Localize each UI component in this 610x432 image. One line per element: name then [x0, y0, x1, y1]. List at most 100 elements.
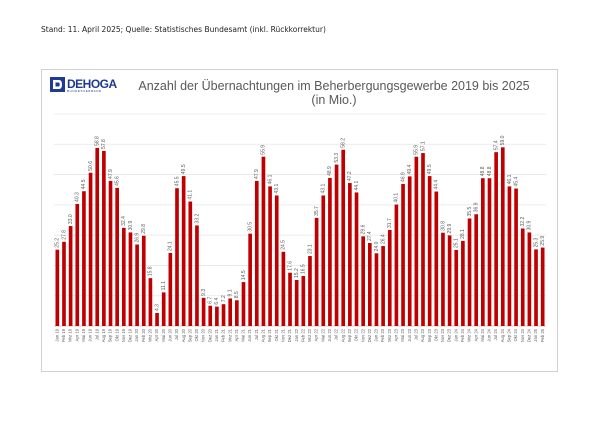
data-label: 43.1 — [321, 184, 327, 194]
data-label: 16.5 — [301, 264, 307, 274]
data-label: 26.9 — [134, 233, 140, 243]
data-label: 44.5 — [81, 179, 87, 189]
x-tick-label: Nov 20 — [201, 328, 206, 342]
x-tick-label: Feb 25 — [540, 328, 545, 342]
x-tick-label: Aug 23 — [420, 328, 425, 342]
x-tick-label: Apr 24 — [473, 328, 478, 341]
data-label: 8.5 — [234, 291, 240, 298]
bar — [354, 192, 359, 326]
x-tick-label: Feb 22 — [300, 328, 305, 342]
bar — [221, 304, 226, 326]
x-tick-label: Mai 24 — [480, 328, 485, 341]
x-tick-label: Okt 23 — [433, 328, 438, 341]
x-tick-label: Sep 22 — [347, 328, 352, 342]
bar — [467, 218, 472, 326]
data-label: 30.8 — [440, 221, 446, 231]
data-label: 27.8 — [61, 230, 67, 240]
data-label: 45.4 — [513, 177, 519, 187]
bar — [62, 241, 66, 326]
bar — [121, 227, 126, 326]
x-tick-label: Mrz 19 — [68, 328, 73, 341]
x-tick-label: Okt 19 — [114, 328, 119, 341]
data-label: 24.0 — [374, 241, 380, 251]
data-label: 45.5 — [174, 176, 180, 186]
data-label: 24.1 — [168, 241, 174, 251]
data-label: 40.1 — [394, 193, 400, 203]
bar — [341, 149, 346, 326]
data-label: 50.6 — [88, 161, 94, 171]
data-label: 27.4 — [367, 231, 373, 241]
data-label: 33.0 — [68, 214, 74, 224]
x-tick-label: Jan 23 — [374, 328, 379, 341]
bar — [181, 176, 186, 326]
data-label: 30.9 — [128, 220, 134, 230]
x-tick-label: Dez 19 — [128, 328, 133, 342]
bar — [168, 253, 173, 326]
x-tick-label: Sep 20 — [187, 328, 192, 342]
x-tick-label: Dez 22 — [367, 328, 372, 342]
data-label: 46.9 — [400, 172, 406, 182]
data-label: 33.2 — [194, 213, 200, 223]
data-label: 44.4 — [434, 180, 440, 190]
dehoga-logo: DEHOGA BUNDESVERBAND — [50, 77, 117, 93]
data-label: 47.9 — [108, 169, 114, 179]
data-label: 46.1 — [507, 174, 513, 184]
bar — [195, 225, 199, 326]
data-label: 6.7 — [208, 297, 214, 304]
bar — [361, 236, 365, 326]
x-tick-label: Nov 19 — [121, 328, 126, 342]
data-label: 7.2 — [221, 295, 227, 302]
data-label: 15.2 — [294, 268, 300, 278]
bar — [274, 195, 279, 326]
bar — [414, 156, 419, 326]
bar — [441, 232, 445, 326]
data-label: 47.9 — [254, 169, 260, 179]
dehoga-logo-icon — [50, 77, 65, 92]
data-label: 29.9 — [447, 223, 453, 233]
x-tick-label: Jun 22 — [327, 328, 332, 341]
bar — [421, 153, 425, 326]
data-label: 48.8 — [480, 166, 486, 176]
bar — [115, 187, 119, 326]
x-tick-label: Apr 21 — [234, 328, 239, 341]
data-label: 32.4 — [121, 216, 127, 226]
bar — [215, 306, 219, 326]
x-tick-label: Feb 20 — [141, 328, 146, 342]
x-tick-label: Jul 21 — [254, 328, 259, 340]
bar — [520, 228, 525, 326]
logo-subtext: BUNDESVERBAND — [67, 89, 102, 93]
bar — [268, 186, 272, 326]
data-label: 30.9 — [527, 220, 533, 230]
data-label: 35.5 — [467, 207, 473, 217]
chart-title: Anzahl der Übernachtungen im Beherbergun… — [138, 79, 530, 93]
bar — [474, 214, 479, 326]
bars — [55, 147, 545, 326]
bar — [381, 246, 385, 326]
bar — [281, 251, 286, 326]
bar — [102, 150, 106, 326]
bar — [534, 249, 538, 326]
bar — [321, 195, 326, 326]
data-label: 55.9 — [261, 145, 267, 155]
x-tick-label: Jul 23 — [413, 328, 418, 340]
bar — [288, 272, 292, 326]
bar — [301, 276, 306, 326]
x-tick-label: Mrz 20 — [148, 328, 153, 341]
x-tick-label: Jul 22 — [334, 328, 339, 340]
x-tick-label: Okt 20 — [194, 328, 199, 341]
x-tick-label: Aug 22 — [340, 328, 345, 342]
bar — [155, 312, 159, 326]
data-label: 9.3 — [201, 289, 207, 296]
bar — [261, 156, 266, 326]
x-tick-label: Nov 21 — [280, 328, 285, 342]
bar — [494, 152, 498, 326]
data-label: 58.8 — [95, 136, 101, 146]
data-label: 49.4 — [407, 164, 413, 174]
data-label: 26.4 — [380, 234, 386, 244]
bar — [348, 183, 352, 326]
x-tick-label: Mai 22 — [320, 328, 325, 341]
data-label: 6.4 — [214, 297, 220, 304]
bar — [334, 164, 339, 326]
x-tick-label: Mrz 23 — [387, 328, 392, 341]
x-tick-label: Jan 22 — [294, 328, 299, 341]
